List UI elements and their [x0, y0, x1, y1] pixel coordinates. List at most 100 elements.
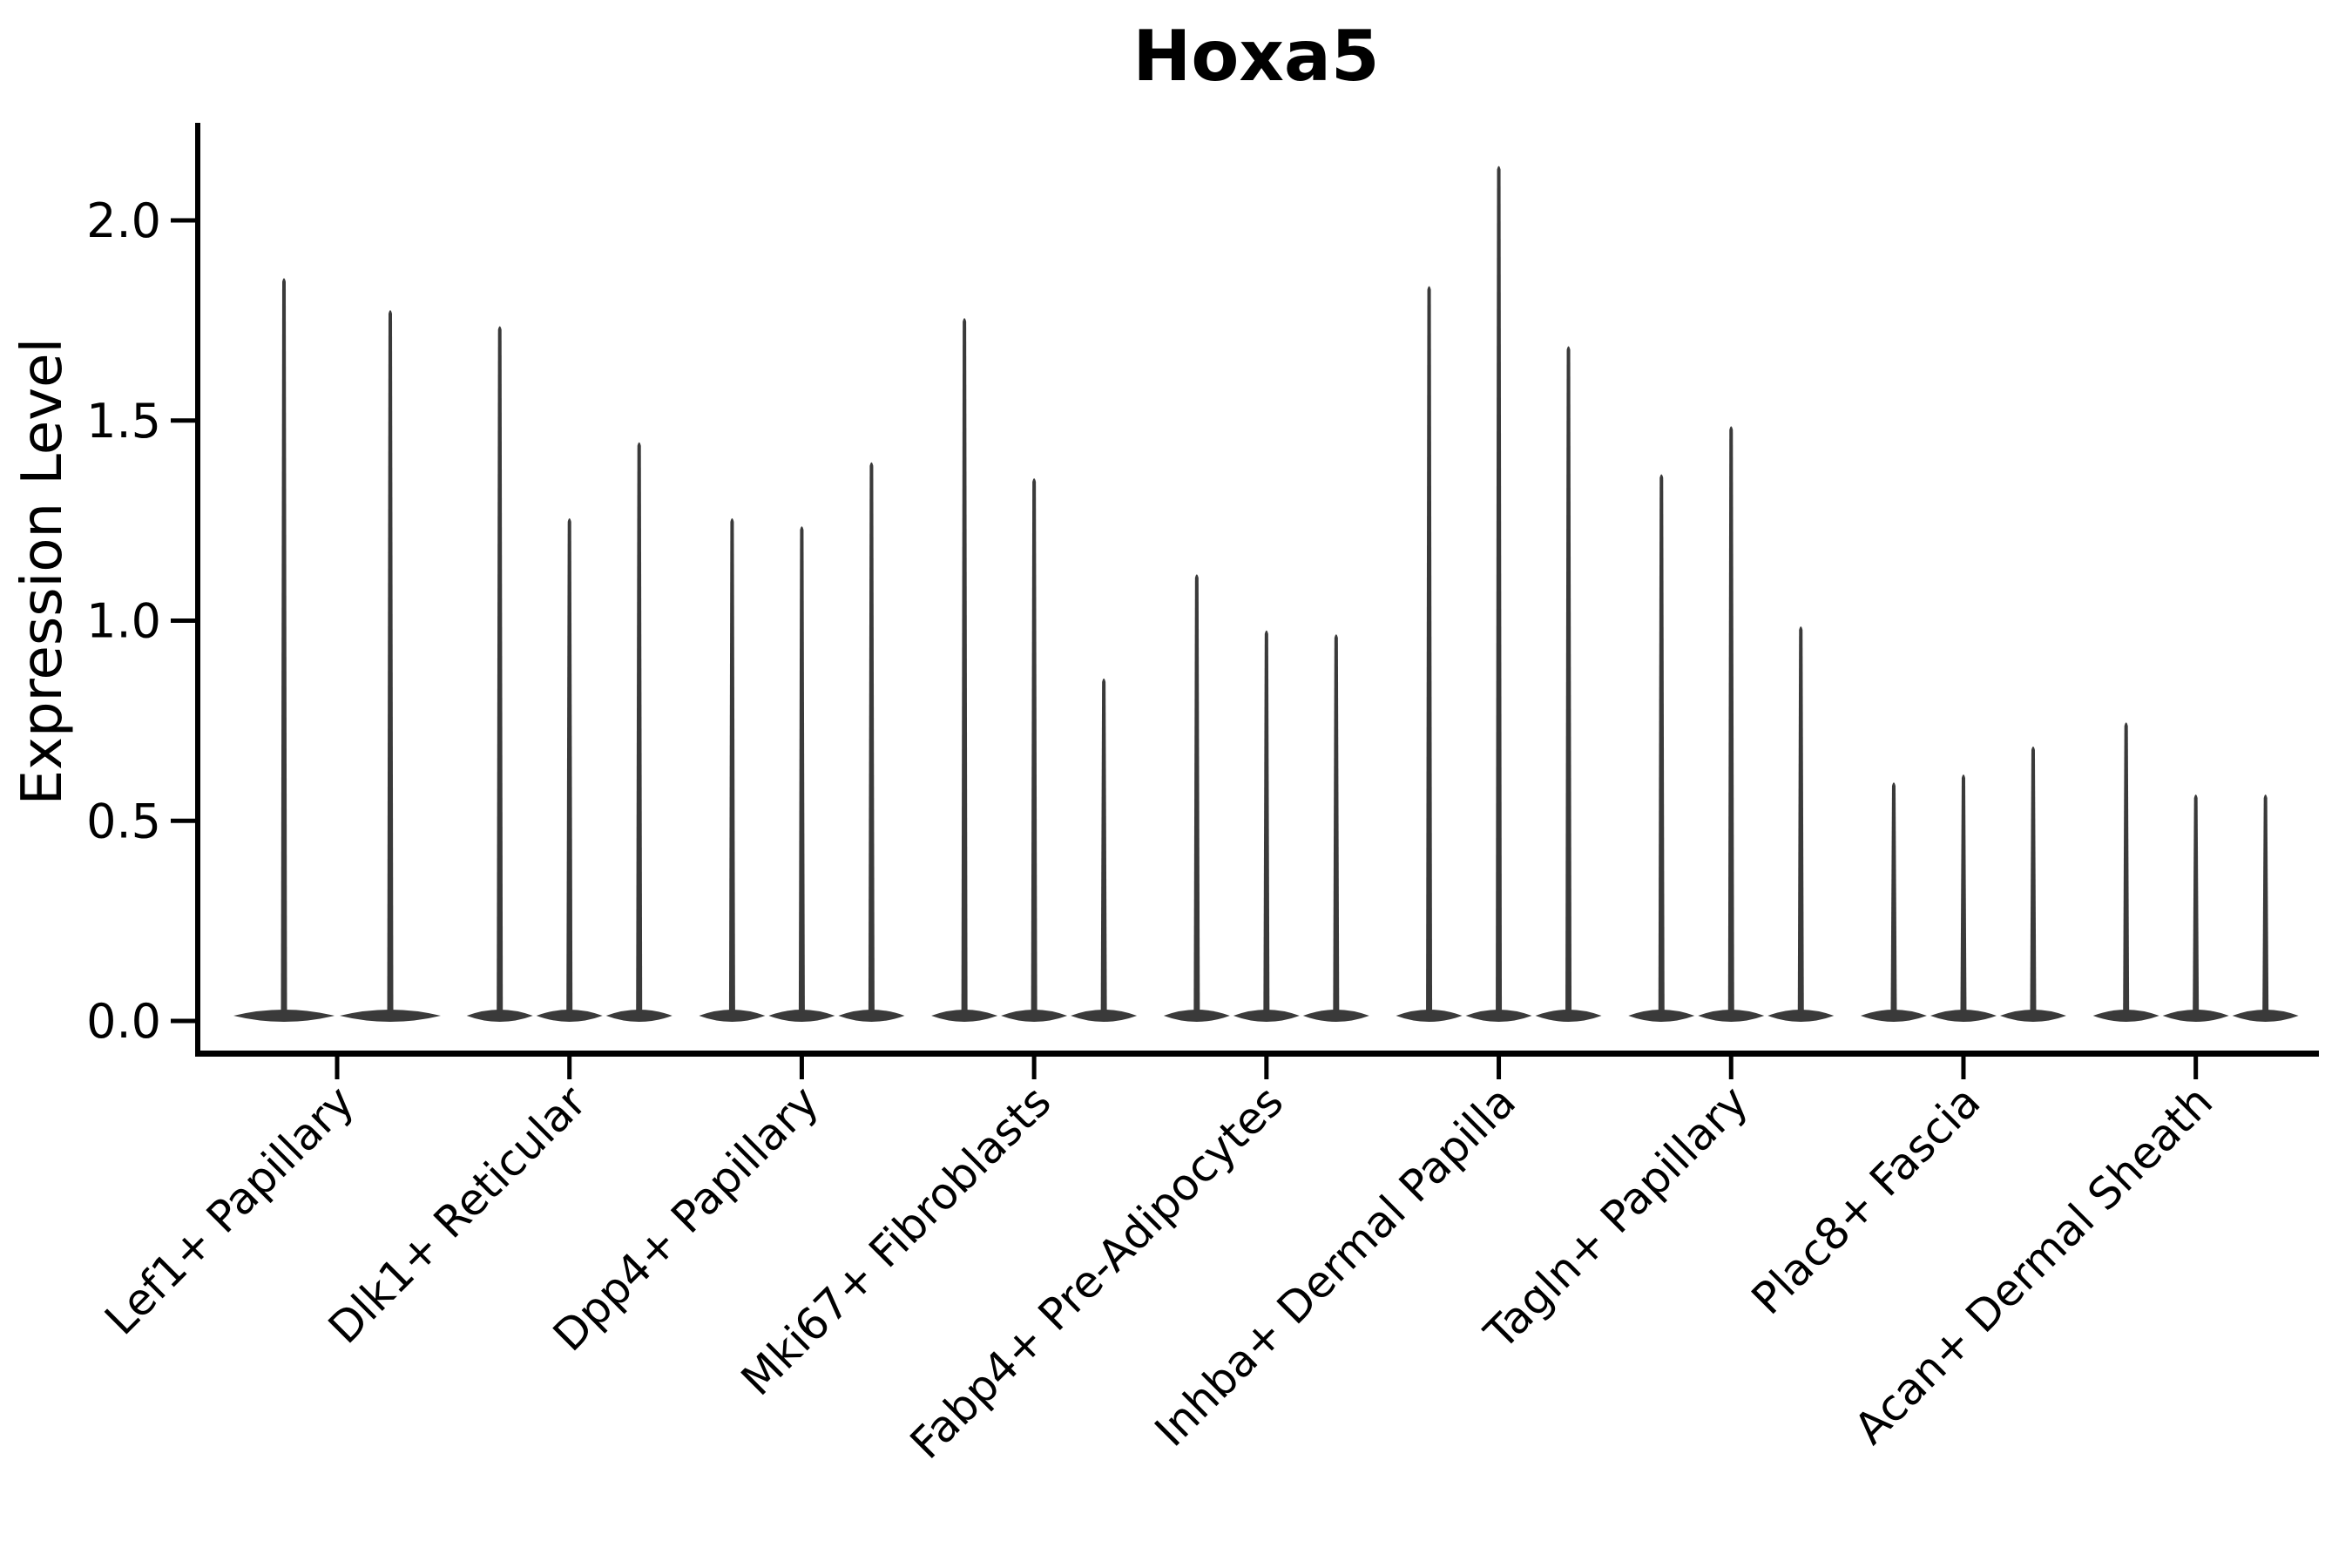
violin-base [1396, 1010, 1463, 1022]
x-tick [2193, 1057, 2199, 1079]
violin [1302, 634, 1369, 1022]
x-tick [567, 1057, 572, 1079]
violin-spike [387, 310, 394, 1015]
violin-spike [1565, 346, 1572, 1014]
violin-spike [2030, 746, 2037, 1014]
violin-base [1767, 1010, 1835, 1022]
y-tick-label: 1.0 [86, 594, 161, 649]
violin-base [2162, 1010, 2229, 1022]
y-tick [171, 1018, 195, 1024]
violin-base [931, 1010, 998, 1022]
violin-spike [280, 278, 287, 1015]
violin-spike [1496, 166, 1503, 1015]
violin-base [1698, 1010, 1765, 1022]
violin [1767, 626, 1835, 1022]
violin-spike [497, 326, 504, 1015]
violin-spike [1658, 474, 1665, 1014]
violin-base [466, 1010, 533, 1022]
violin-base [838, 1010, 905, 1022]
violin-base [1628, 1010, 1695, 1022]
y-tick-label: 0.5 [86, 794, 161, 848]
violin [838, 462, 905, 1022]
x-tick [1961, 1057, 1966, 1079]
violin-base [536, 1010, 603, 1022]
x-tick [1031, 1057, 1037, 1079]
y-tick [171, 618, 195, 623]
violin-base [1233, 1010, 1300, 1022]
violin-base [1163, 1010, 1230, 1022]
violin-spike [1263, 630, 1270, 1014]
violins [233, 166, 2299, 1022]
violin [1628, 474, 1695, 1022]
x-tick-label: Lef1+ Papillary [95, 1076, 363, 1344]
violin [1163, 574, 1230, 1022]
violin-spike [728, 518, 735, 1014]
violin [340, 310, 441, 1022]
y-axis-spine [195, 123, 200, 1056]
violin [1465, 166, 1532, 1022]
violin [2232, 794, 2299, 1022]
x-tick [799, 1057, 804, 1079]
violin-spike [636, 442, 643, 1015]
violin-base [1302, 1010, 1369, 1022]
x-tick-label: Dlk1+ Reticular [319, 1076, 596, 1353]
y-axis-label: Expression Level [10, 338, 75, 806]
violin-spike [1031, 478, 1037, 1014]
violin [931, 318, 998, 1022]
violin-spike [1890, 782, 1897, 1014]
violin [1535, 346, 1602, 1022]
violin [1001, 478, 1068, 1022]
violin-base [2092, 1010, 2159, 1022]
violin-spike [1333, 634, 1340, 1014]
violin-spike [1426, 286, 1433, 1014]
y-tick-label: 1.5 [86, 394, 161, 449]
x-axis-spine [195, 1051, 2319, 1057]
violin-base [605, 1010, 672, 1022]
violin-base [340, 1010, 441, 1022]
y-tick [171, 418, 195, 423]
violin-base [1071, 1010, 1138, 1022]
violin-spike [566, 518, 573, 1014]
violin-spike [1727, 426, 1734, 1015]
violin [1860, 782, 1927, 1022]
x-tick [1497, 1057, 1502, 1079]
violin-base [1999, 1010, 2066, 1022]
y-tick [171, 818, 195, 823]
violin [536, 518, 603, 1022]
y-tick [171, 218, 195, 223]
violin-spike [1193, 574, 1200, 1014]
violin [605, 442, 672, 1022]
chart-title: Hoxa5 [1132, 16, 1379, 97]
y-tick-label: 2.0 [86, 193, 161, 248]
x-tick [1264, 1057, 1269, 1079]
x-tick-label: Fabp4+ Pre-Adipocytes [901, 1076, 1294, 1469]
violin-spike [1797, 626, 1804, 1014]
violin-spike [961, 318, 968, 1014]
violin [1071, 678, 1138, 1022]
violin-base [233, 1010, 335, 1022]
violin [233, 278, 335, 1022]
violin [1999, 746, 2066, 1022]
violin [466, 326, 533, 1022]
violin-spike [1100, 678, 1107, 1014]
violin-base [1930, 1010, 1997, 1022]
violin [1233, 630, 1300, 1022]
violin [768, 526, 835, 1022]
violin [2092, 722, 2159, 1022]
violin [1396, 286, 1463, 1022]
violin-base [1465, 1010, 1532, 1022]
violin-spike [798, 526, 805, 1014]
violin [2162, 794, 2229, 1022]
violin-spike [1960, 774, 1967, 1014]
violin-base [768, 1010, 835, 1022]
y-axis: 0.0 0.5 1.0 1.5 2.0 [86, 123, 200, 1056]
x-tick [1728, 1057, 1734, 1079]
violin-spike [2123, 722, 2130, 1014]
x-tick [335, 1057, 340, 1079]
violin-base [1860, 1010, 1927, 1022]
y-tick-label: 0.0 [86, 994, 161, 1049]
violin-base [1001, 1010, 1068, 1022]
